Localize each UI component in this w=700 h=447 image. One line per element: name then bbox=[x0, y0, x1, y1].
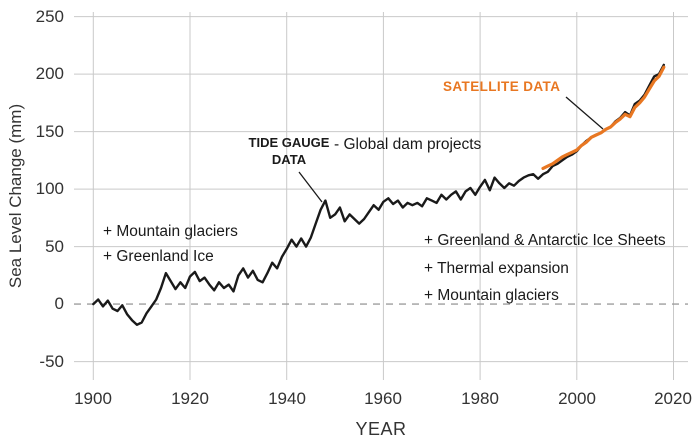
y-tick--50: -50 bbox=[39, 352, 64, 371]
tide-gauge-data-label: TIDE GAUGE DATA bbox=[248, 135, 330, 167]
late-contributors-annotation: + Greenland & Antarctic Ice Sheets + The… bbox=[424, 232, 666, 305]
early-contributors-annotation: + Mountain glaciers + Greenland Ice bbox=[103, 223, 238, 266]
x-tick-1920: 1920 bbox=[171, 389, 209, 408]
tide-gauge-pointer-line bbox=[298, 171, 323, 203]
y-tick-0: 0 bbox=[54, 294, 64, 313]
y-tick-250: 250 bbox=[35, 7, 64, 26]
y-tick-100: 100 bbox=[35, 179, 64, 198]
satellite-pointer-line bbox=[565, 96, 604, 130]
x-axis-title: YEAR bbox=[355, 419, 407, 439]
x-tick-1900: 1900 bbox=[74, 389, 112, 408]
satellite-data-label: SATELLITE DATA bbox=[443, 79, 561, 94]
x-tick-2000: 2000 bbox=[558, 389, 596, 408]
x-tick-1940: 1940 bbox=[268, 389, 306, 408]
tide-gauge-line bbox=[92, 63, 665, 326]
y-tick-150: 150 bbox=[35, 122, 64, 141]
y-tick-200: 200 bbox=[35, 64, 64, 83]
satellite-line bbox=[541, 65, 666, 170]
x-tick-1980: 1980 bbox=[461, 389, 499, 408]
dam-projects-annotation: - Global dam projects bbox=[334, 136, 482, 153]
gridlines bbox=[74, 12, 688, 380]
x-tick-2020: 2020 bbox=[654, 389, 692, 408]
y-tick-50: 50 bbox=[45, 237, 64, 256]
x-tick-1960: 1960 bbox=[364, 389, 402, 408]
